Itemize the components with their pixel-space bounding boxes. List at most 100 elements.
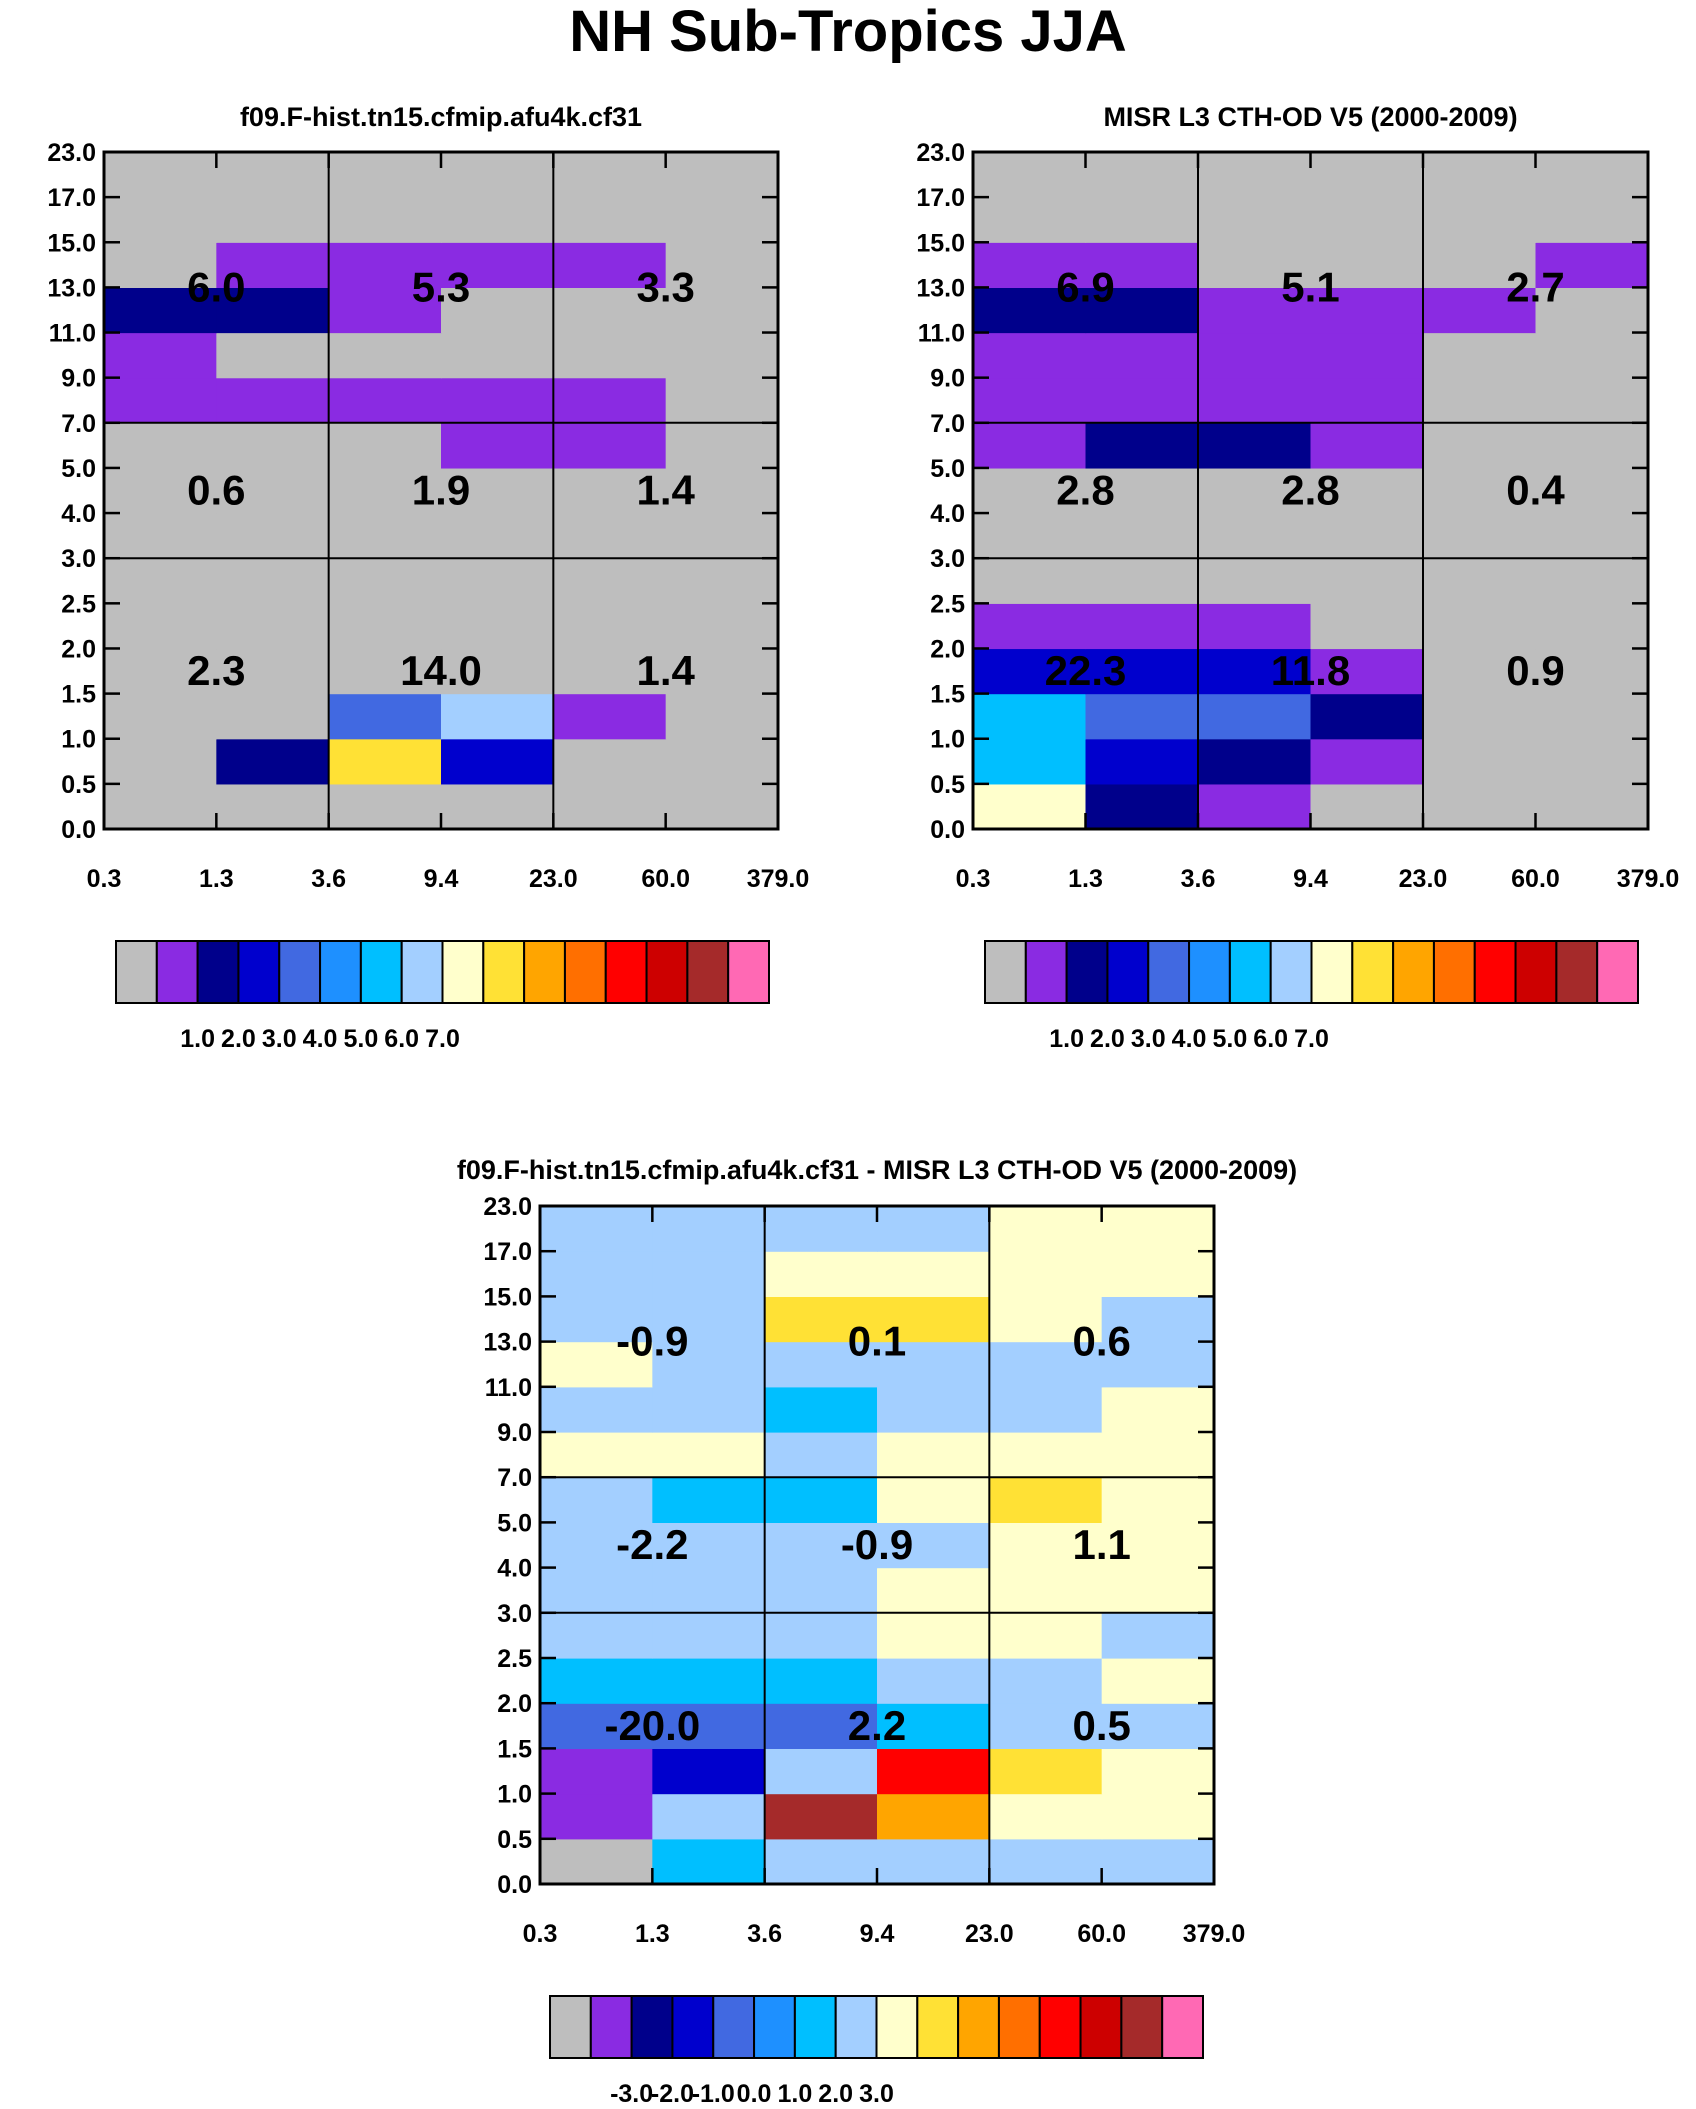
heatmap-cell	[216, 332, 330, 379]
x-tick-label: 3.6	[311, 865, 346, 893]
heatmap-cell	[877, 1432, 990, 1478]
heatmap-cell	[328, 693, 442, 740]
heatmap-cell	[1535, 513, 1649, 559]
colorbar-swatch	[997, 1995, 1041, 2059]
heatmap-cell	[652, 1838, 766, 1885]
heatmap-cell	[441, 783, 554, 830]
heatmap-cell	[1085, 513, 1199, 559]
heatmap-cell	[1423, 558, 1537, 604]
heatmap-cell	[1310, 738, 1424, 785]
heatmap-cell	[1423, 783, 1537, 830]
heatmap-cell	[104, 738, 217, 785]
heatmap-cell	[652, 1251, 766, 1297]
heatmap-cell	[652, 1341, 766, 1388]
colorbar-tick-label: 4.0	[1172, 1025, 1207, 1053]
heatmap-cell	[216, 558, 330, 604]
x-tick-label: 9.4	[424, 865, 459, 893]
heatmap-cell	[216, 783, 330, 830]
x-tick-label: 60.0	[641, 865, 690, 893]
y-tick-label: 17.0	[47, 184, 96, 212]
heatmap-cell	[553, 467, 667, 514]
colorbar-tick-label: 0.0	[737, 2080, 772, 2108]
heatmap-cell	[540, 1296, 653, 1343]
y-tick-label: 11.0	[49, 320, 96, 348]
heatmap-cell	[104, 603, 217, 650]
heatmap-cell	[877, 1296, 990, 1343]
y-tick-label: 13.0	[47, 274, 96, 302]
x-tick-label: 0.3	[956, 865, 991, 893]
region-value-label: 0.4	[1506, 467, 1565, 514]
heatmap-cell	[328, 377, 442, 424]
heatmap-cell	[973, 467, 1087, 514]
heatmap-cell	[540, 1477, 653, 1523]
heatmap-cell	[665, 332, 779, 379]
heatmap-cell	[877, 1251, 990, 1297]
colorbar-swatch	[196, 940, 240, 1004]
heatmap-cell	[877, 1748, 990, 1795]
heatmap-cell	[764, 1612, 878, 1659]
colorbar-swatch	[712, 1995, 756, 2059]
heatmap-cell	[665, 467, 779, 514]
heatmap-cell	[328, 648, 442, 695]
x-tick-label: 23.0	[965, 1920, 1014, 1948]
heatmap-cell	[665, 422, 779, 469]
y-tick-label: 1.5	[61, 681, 96, 709]
heatmap-cell	[652, 1296, 766, 1343]
region-value-label: -2.2	[616, 1521, 688, 1568]
colorbar-swatch	[1079, 1995, 1123, 2059]
heatmap-cell	[652, 1658, 766, 1704]
heatmap-cell	[553, 513, 667, 559]
colorbar-swatch	[1432, 940, 1476, 1004]
heatmap-cell	[652, 1748, 766, 1795]
heatmap-cell	[1310, 242, 1424, 288]
heatmap-cell	[540, 1206, 653, 1252]
heatmap-cell	[104, 648, 217, 695]
heatmap-cell	[216, 513, 330, 559]
heatmap-cell	[1310, 558, 1424, 604]
y-tick-label: 4.0	[497, 1555, 532, 1583]
heatmap-cell	[216, 152, 330, 198]
y-tick-label: 4.0	[930, 500, 965, 528]
heatmap-cell	[1085, 648, 1199, 695]
heatmap-cell	[328, 242, 442, 288]
heatmap-cell	[665, 287, 779, 334]
heatmap-cell	[216, 287, 330, 334]
heatmap-cell	[764, 1206, 878, 1252]
figure-title: NH Sub-Tropics JJA	[569, 0, 1127, 64]
heatmap-cell	[1423, 648, 1537, 695]
heatmap-cell	[553, 422, 667, 469]
heatmap-cell	[1310, 603, 1424, 650]
colorbar-tick-label: -1.0	[692, 2080, 735, 2108]
heatmap-cell	[553, 152, 667, 198]
heatmap-cell	[1423, 242, 1537, 288]
heatmap-cell	[1198, 152, 1312, 198]
heatmap-cell	[989, 1206, 1103, 1252]
heatmap-cell	[989, 1386, 1103, 1433]
heatmap-cell	[216, 197, 330, 243]
region-value-label: 2.8	[1281, 467, 1339, 514]
region-value-label: 14.0	[400, 647, 482, 694]
region-value-label: 3.3	[636, 263, 694, 310]
y-tick-label: 1.5	[930, 681, 965, 709]
heatmap-cell	[1423, 693, 1537, 740]
heatmap-cell	[104, 332, 217, 379]
heatmap-cell	[1423, 197, 1537, 243]
heatmap-cell	[764, 1432, 878, 1478]
heatmap-cell	[328, 467, 442, 514]
x-tick-label: 1.3	[1068, 865, 1103, 893]
heatmap-cell	[973, 422, 1087, 469]
heatmap-cell	[652, 1477, 766, 1523]
heatmap-cell	[989, 1793, 1103, 1840]
heatmap-cell	[1198, 197, 1312, 243]
heatmap-cell	[989, 1748, 1103, 1795]
heatmap-cell	[1310, 152, 1424, 198]
heatmap-cell	[104, 422, 217, 469]
x-tick-label: 9.4	[860, 1920, 895, 1948]
heatmap-cell	[665, 693, 779, 740]
heatmap-cell	[877, 1793, 990, 1840]
heatmap-cell	[989, 1703, 1103, 1749]
heatmap-cell	[973, 693, 1087, 740]
heatmap-cell	[1198, 558, 1312, 604]
heatmap-cell	[104, 513, 217, 559]
heatmap-cell	[989, 1341, 1103, 1388]
